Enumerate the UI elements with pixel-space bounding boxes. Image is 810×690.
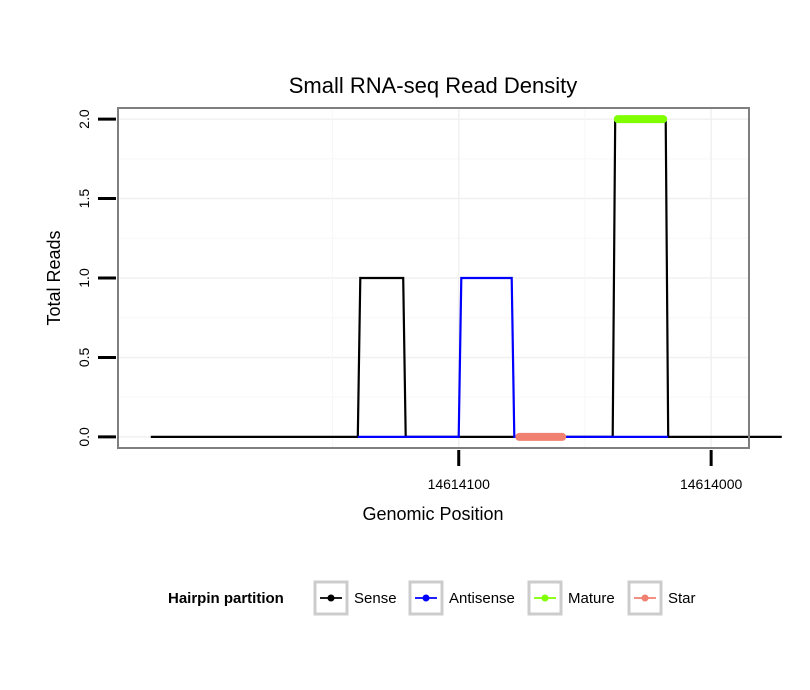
series-sense-line [150,117,782,438]
legend-key-point [641,594,649,602]
y-tick-label: 0.0 [76,427,92,447]
plot-panel [117,107,750,449]
x-tick-label: 14614000 [680,476,743,492]
legend-label-star: Star [668,590,696,607]
x-tick-label: 14614100 [428,476,491,492]
series-layer [150,115,782,441]
legend-key-point [422,594,430,602]
legend-key-point [327,594,335,602]
legend: Hairpin partition Sense Antisense Mature St… [168,580,696,616]
series-antisense-line [357,276,669,438]
y-axis: 0.0 0.5 1.0 1.5 2.0 [76,109,116,447]
y-tick-label: 1.5 [76,189,92,209]
chart-title: Small RNA-seq Read Density [289,73,578,98]
legend-title: Hairpin partition [168,590,284,607]
legend-label-sense: Sense [354,590,397,607]
x-axis-title: Genomic Position [362,504,503,524]
y-axis-title: Total Reads [44,230,64,325]
y-tick-label: 0.5 [76,347,92,367]
legend-label-mature: Mature [568,590,615,607]
y-tick-label: 1.0 [76,268,92,288]
legend-label-antisense: Antisense [449,590,515,607]
x-axis: 14614100 14614000 [428,450,743,492]
legend-key-point [541,594,549,602]
y-tick-label: 2.0 [76,109,92,129]
